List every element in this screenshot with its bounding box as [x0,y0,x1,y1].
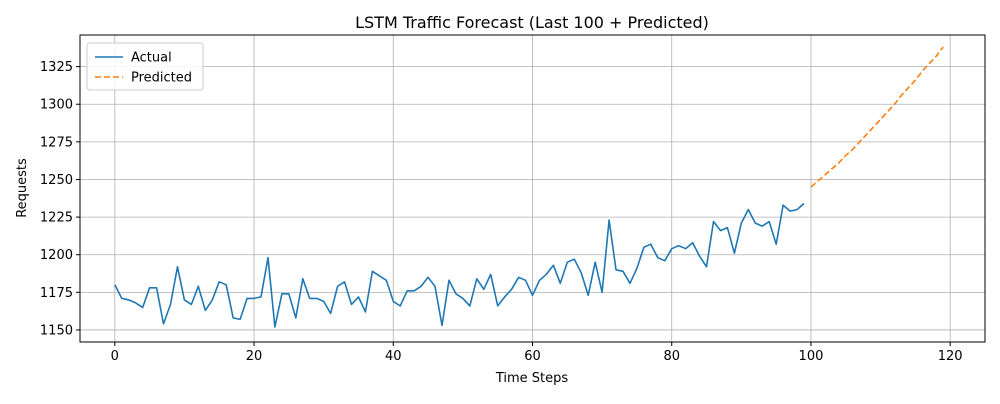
x-tick-label: 40 [385,349,402,364]
x-tick-label: 60 [524,349,541,364]
y-tick-label: 1275 [40,135,73,150]
y-tick-label: 1250 [40,173,73,188]
x-tick-label: 100 [799,349,824,364]
x-tick-label: 120 [938,349,963,364]
legend: Actual Predicted [86,42,204,91]
y-tick-label: 1175 [40,286,73,301]
legend-label-actual: Actual [131,51,172,66]
legend-box [86,42,204,91]
chart-title: LSTM Traffic Forecast (Last 100 + Predic… [355,13,709,32]
axis-ticks: 0 20 40 60 80 100 120 1150 1175 1200 1225 1250 1275 1… [40,60,963,364]
x-tick-label: 20 [246,349,263,364]
y-axis-label: Requests [15,158,30,218]
series-line-actual [114,202,805,328]
x-tick-label: 0 [111,349,119,364]
series-group [114,46,944,328]
y-tick-label: 1325 [40,60,73,75]
series-line-predicted [810,46,944,188]
y-tick-label: 1225 [40,211,73,226]
y-tick-label: 1150 [40,323,73,338]
y-tick-label: 1200 [40,248,73,263]
legend-label-predicted: Predicted [131,71,192,86]
x-tick-label: 80 [663,349,680,364]
y-tick-label: 1300 [40,98,73,113]
grid [80,35,985,342]
x-axis-label: Time Steps [495,371,569,386]
